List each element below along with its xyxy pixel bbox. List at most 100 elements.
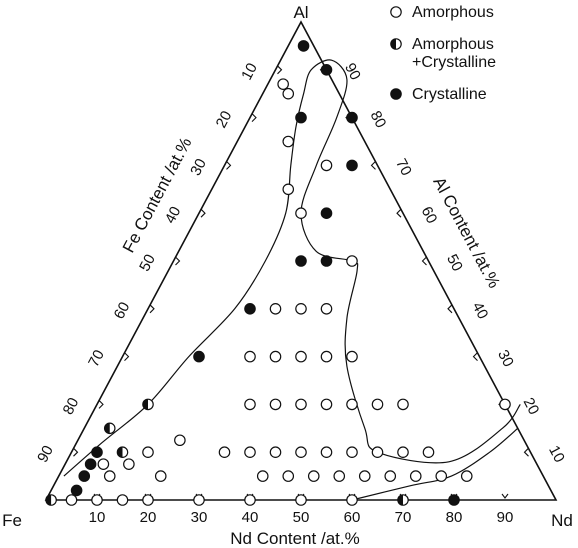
tick-right <box>523 447 529 457</box>
axis-title-fe: Fe Content /at.% <box>119 134 196 256</box>
tick-label-left: 50 <box>136 252 159 275</box>
point-amorphous <box>358 470 371 482</box>
tick-right <box>396 208 402 218</box>
tick-left <box>226 161 232 170</box>
tick-label-right: 20 <box>520 395 543 418</box>
point-amorphous <box>307 470 320 482</box>
point-amorphous <box>346 494 358 506</box>
tick-label-bottom: 50 <box>293 509 310 526</box>
tick-bottom <box>501 493 509 499</box>
point-amorphous <box>346 446 358 458</box>
legend-marker-amorphous <box>390 6 402 18</box>
legend: AmorphousAmorphous+CrystallineCrystallin… <box>390 4 496 103</box>
point-amorphous <box>295 207 307 219</box>
point-amorphous <box>269 350 282 363</box>
point-crystalline <box>91 446 103 458</box>
tick-label-right: 10 <box>545 443 568 466</box>
corner-label-nd: Nd <box>551 511 573 530</box>
point-amorphous <box>269 446 282 458</box>
outer-glass-forming-boundary <box>63 59 521 477</box>
point-amorphous <box>333 470 346 482</box>
tick-label-left: 60 <box>111 299 134 322</box>
tick-label-left: 20 <box>213 108 236 131</box>
point-crystalline <box>297 40 310 52</box>
tick-label-bottom: 60 <box>344 509 361 526</box>
point-crystalline <box>320 207 333 219</box>
axis-title-nd: Nd Content /at.% <box>230 529 359 548</box>
point-amorphous <box>346 255 358 267</box>
point-mixed <box>45 494 57 506</box>
point-amorphous <box>282 135 295 148</box>
point-amorphous <box>295 446 307 458</box>
point-crystalline <box>320 255 333 267</box>
point-amorphous <box>346 350 358 363</box>
tick-label-left: 10 <box>238 60 261 83</box>
tick-label-right: 70 <box>392 156 415 179</box>
corner-label-al: Al <box>293 3 308 22</box>
point-amorphous <box>409 470 422 482</box>
point-crystalline <box>295 255 307 267</box>
point-amorphous <box>65 494 78 506</box>
point-crystalline <box>346 159 358 172</box>
point-amorphous <box>422 446 435 458</box>
tick-left <box>98 400 104 409</box>
point-mixed <box>397 494 409 506</box>
tick-label-left: 90 <box>34 443 57 466</box>
tick-left <box>175 256 181 266</box>
point-mixed <box>103 422 116 435</box>
point-amorphous <box>91 494 103 506</box>
point-amorphous <box>295 398 307 411</box>
tick-label-left: 70 <box>85 347 108 370</box>
tick-left <box>200 208 206 218</box>
point-amorphous <box>256 470 269 482</box>
point-amorphous <box>320 398 333 411</box>
legend-marker-mixed <box>390 38 402 50</box>
point-amorphous <box>193 494 205 506</box>
point-amorphous <box>116 494 129 506</box>
point-crystalline <box>244 302 256 315</box>
tick-left <box>277 65 283 75</box>
tick-right <box>447 304 453 314</box>
point-crystalline <box>78 470 91 482</box>
tick-left <box>251 113 257 122</box>
point-amorphous <box>282 183 295 196</box>
tick-right <box>370 161 376 170</box>
corner-label-fe: Fe <box>2 511 22 530</box>
tick-left <box>124 352 130 361</box>
point-amorphous <box>244 350 256 363</box>
tick-label-bottom: 70 <box>395 509 412 526</box>
tick-label-right: 80 <box>367 108 390 131</box>
data-points <box>45 40 511 506</box>
point-amorphous <box>142 494 154 506</box>
legend-label-amorphous: Amorphous <box>412 4 494 21</box>
point-amorphous <box>154 470 167 482</box>
tick-label-right: 40 <box>469 299 492 322</box>
point-amorphous <box>244 446 256 458</box>
tick-label-bottom: 80 <box>446 509 463 526</box>
point-amorphous <box>269 398 282 411</box>
tick-left <box>149 304 155 314</box>
tick-label-bottom: 40 <box>242 509 259 526</box>
tick-label-bottom: 30 <box>191 509 208 526</box>
legend-label-mixed: +Crystalline <box>412 54 496 71</box>
tick-label-bottom: 20 <box>140 509 157 526</box>
point-amorphous <box>244 398 256 411</box>
phase-boundaries <box>63 59 521 501</box>
legend-label-crystalline: Crystalline <box>412 86 487 103</box>
point-crystalline <box>320 64 333 76</box>
tick-label-bottom: 10 <box>89 509 106 526</box>
axis-title-al: Al Content /at.% <box>429 174 503 291</box>
tick-label-right: 60 <box>418 204 441 227</box>
point-amorphous <box>295 350 307 363</box>
tick-label-bottom: 90 <box>497 509 514 526</box>
point-amorphous <box>371 398 384 411</box>
point-crystalline <box>84 458 97 470</box>
point-crystalline <box>70 484 83 497</box>
point-amorphous <box>277 78 289 90</box>
point-amorphous <box>397 398 409 411</box>
point-amorphous <box>435 470 448 482</box>
point-mixed <box>142 398 154 411</box>
point-crystalline <box>346 111 358 124</box>
tick-label-right: 50 <box>443 252 466 275</box>
